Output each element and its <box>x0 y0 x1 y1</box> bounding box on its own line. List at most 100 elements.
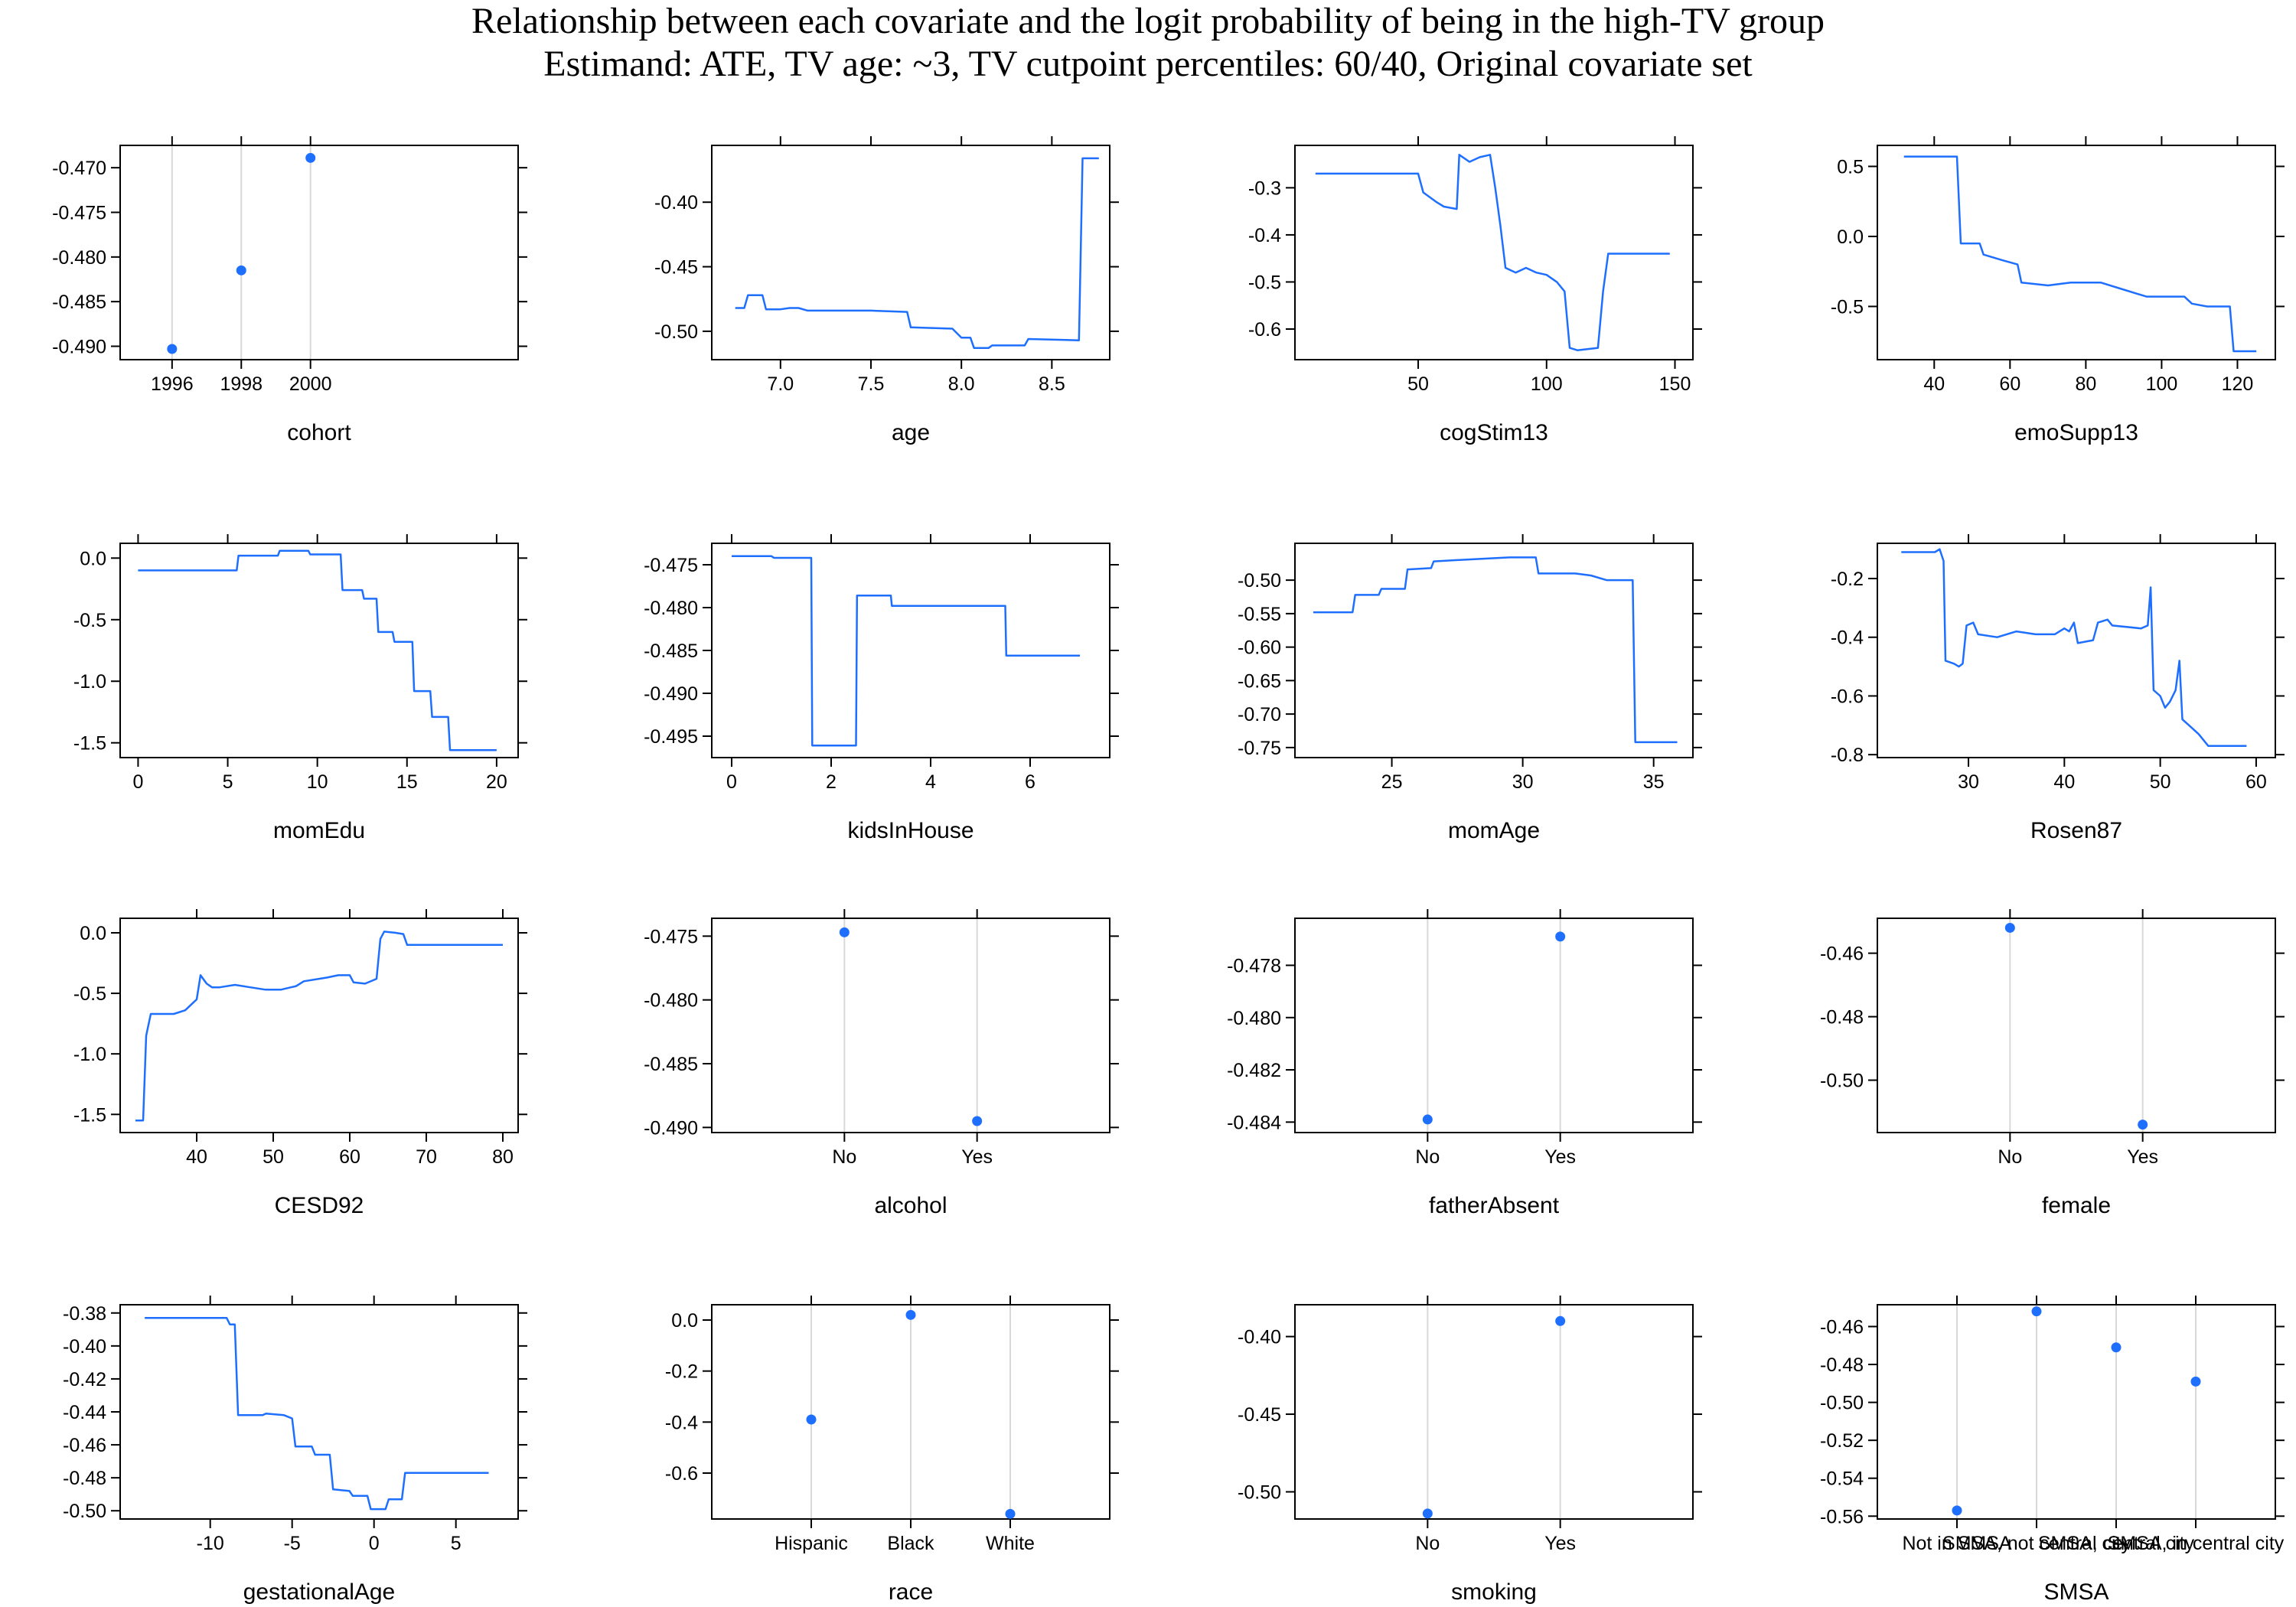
x-tick-label: 5 <box>223 771 233 793</box>
y-tick-label: -0.50 <box>1238 1482 1281 1503</box>
x-tick-label: 70 <box>416 1146 437 1168</box>
x-tick-label: 1996 <box>151 373 194 395</box>
x-tick-label: Black <box>887 1533 934 1554</box>
y-tick-label: 0.5 <box>1837 156 1864 178</box>
series-line <box>1903 155 2257 353</box>
series-line <box>735 157 1099 350</box>
x-tick-label: 20 <box>486 771 507 793</box>
x-axis-label: SMSA <box>2043 1579 2108 1605</box>
x-tick-label: 4 <box>925 771 936 793</box>
panel-gestationalAge: -10 -5 0 5 -0.50 -0.48 -0.46 -0.44 -0.42 -0.40 -0.… <box>63 1296 527 1605</box>
x-tick-label: No <box>1998 1146 2022 1168</box>
x-tick-label: 25 <box>1381 771 1403 793</box>
panel-frame <box>1877 1304 2276 1520</box>
panel-female: No Yes -0.50 -0.48 -0.46 female <box>1820 909 2285 1218</box>
panel-alcohol: No Yes -0.490 -0.485 -0.480 -0.475 alcohol <box>644 909 1119 1218</box>
x-axis-label: kidsInHouse <box>847 818 974 843</box>
data-point <box>305 152 316 163</box>
panel-cohort: 1996 1998 2000 -0.490 -0.485 -0.480 -0.475 -0.4… <box>52 136 527 445</box>
x-tick-label: 60 <box>2245 771 2267 793</box>
data-point <box>1005 1508 1016 1519</box>
x-tick-label: No <box>1415 1146 1440 1168</box>
panel-frame <box>1294 145 1694 360</box>
y-tick-label: -0.485 <box>644 1054 698 1075</box>
x-axis-label: alcohol <box>874 1193 947 1218</box>
panel-frame <box>119 918 519 1133</box>
x-tick-label: 2000 <box>289 373 332 395</box>
y-tick-label: -0.65 <box>1238 670 1281 692</box>
data-point <box>2004 922 2015 933</box>
y-tick-label: -0.44 <box>63 1402 106 1423</box>
y-tick-label: -0.8 <box>1831 745 1864 766</box>
series-line <box>145 1316 489 1511</box>
panel-frame <box>1877 918 2276 1133</box>
x-tick-label: 150 <box>1659 373 1691 395</box>
series-line <box>732 555 1080 747</box>
y-tick-label: -0.45 <box>1238 1404 1281 1426</box>
x-axis-label: Rosen87 <box>2030 818 2122 843</box>
y-tick-label: 0.0 <box>80 548 106 569</box>
y-tick-label: -0.5 <box>1831 296 1864 318</box>
x-tick-label: Yes <box>1544 1533 1576 1554</box>
y-tick-label: -0.5 <box>1248 272 1281 293</box>
panel-frame <box>119 543 519 758</box>
y-tick-label: -0.4 <box>1831 627 1864 649</box>
y-tick-label: -0.490 <box>644 1117 698 1139</box>
y-tick-label: -0.484 <box>1227 1112 1281 1133</box>
x-tick-label: 80 <box>492 1146 514 1168</box>
y-tick-label: -0.490 <box>52 337 106 358</box>
x-axis-label: CESD92 <box>275 1193 364 1218</box>
panel-frame <box>711 145 1110 360</box>
y-tick-label: -0.40 <box>63 1336 106 1358</box>
figure-subtitle: Estimand: ATE, TV age: ~3, TV cutpoint p… <box>543 44 1753 84</box>
panel-smoking: No Yes -0.50 -0.45 -0.40 smoking <box>1238 1296 1702 1605</box>
y-tick-label: -0.48 <box>1820 1007 1864 1028</box>
y-tick-label: -0.475 <box>644 555 698 576</box>
y-tick-label: -0.485 <box>52 292 106 313</box>
y-tick-label: -0.2 <box>665 1361 698 1383</box>
y-tick-label: -0.480 <box>52 247 106 269</box>
y-tick-label: -0.6 <box>665 1463 698 1485</box>
figure-title: Relationship between each covariate and … <box>471 1 1825 41</box>
x-tick-label: SMSA, not central city <box>1942 1533 2131 1554</box>
data-point <box>2138 1120 2148 1130</box>
series-line <box>1313 556 1678 744</box>
y-tick-label: -0.5 <box>73 610 106 631</box>
panel-frame <box>1877 543 2276 758</box>
y-tick-label: 0.0 <box>80 923 106 944</box>
panel-frame <box>711 543 1110 758</box>
x-tick-label: 30 <box>1958 771 1979 793</box>
x-tick-label: 50 <box>263 1146 284 1168</box>
panel-momEdu: 0 5 10 15 20 -1.5 -1.0 -0.5 0.0 momEdu <box>73 534 527 843</box>
y-tick-label: -0.4 <box>1248 225 1281 246</box>
panel-cogStim13: 50 100 150 -0.6 -0.5 -0.4 -0.3 cogStim13 <box>1248 136 1702 445</box>
x-axis-label: age <box>892 420 930 445</box>
data-point <box>1952 1505 1962 1516</box>
y-tick-label: -0.475 <box>52 203 106 224</box>
y-tick-label: -0.480 <box>644 990 698 1012</box>
x-tick-label: -10 <box>197 1533 224 1554</box>
data-point <box>2111 1342 2122 1353</box>
y-tick-label: -0.60 <box>1238 637 1281 659</box>
y-tick-label: -0.55 <box>1238 604 1281 625</box>
x-tick-label: 8.5 <box>1039 373 1065 395</box>
panel-CESD92: 40 50 60 70 80 -1.5 -1.0 -0.5 0.0 CESD92 <box>73 909 527 1218</box>
y-tick-label: -0.475 <box>644 926 698 947</box>
y-tick-label: -0.495 <box>644 726 698 748</box>
figure-title-block: Relationship between each covariate and … <box>0 0 2296 86</box>
y-tick-label: -0.6 <box>1248 319 1281 341</box>
x-tick-label: 0 <box>726 771 737 793</box>
x-tick-label: No <box>832 1146 856 1168</box>
panel-frame <box>1294 1304 1694 1520</box>
x-axis-label: emoSupp13 <box>2014 420 2138 445</box>
series-line <box>135 931 503 1122</box>
y-tick-label: -0.42 <box>63 1369 106 1390</box>
x-tick-label: Yes <box>1544 1146 1576 1168</box>
x-tick-label: 40 <box>1923 373 1945 395</box>
y-tick-label: -0.50 <box>1820 1071 1864 1092</box>
x-axis-label: race <box>889 1579 933 1605</box>
panel-frame <box>711 918 1110 1133</box>
data-point <box>1422 1114 1433 1125</box>
x-tick-label: 40 <box>186 1146 207 1168</box>
